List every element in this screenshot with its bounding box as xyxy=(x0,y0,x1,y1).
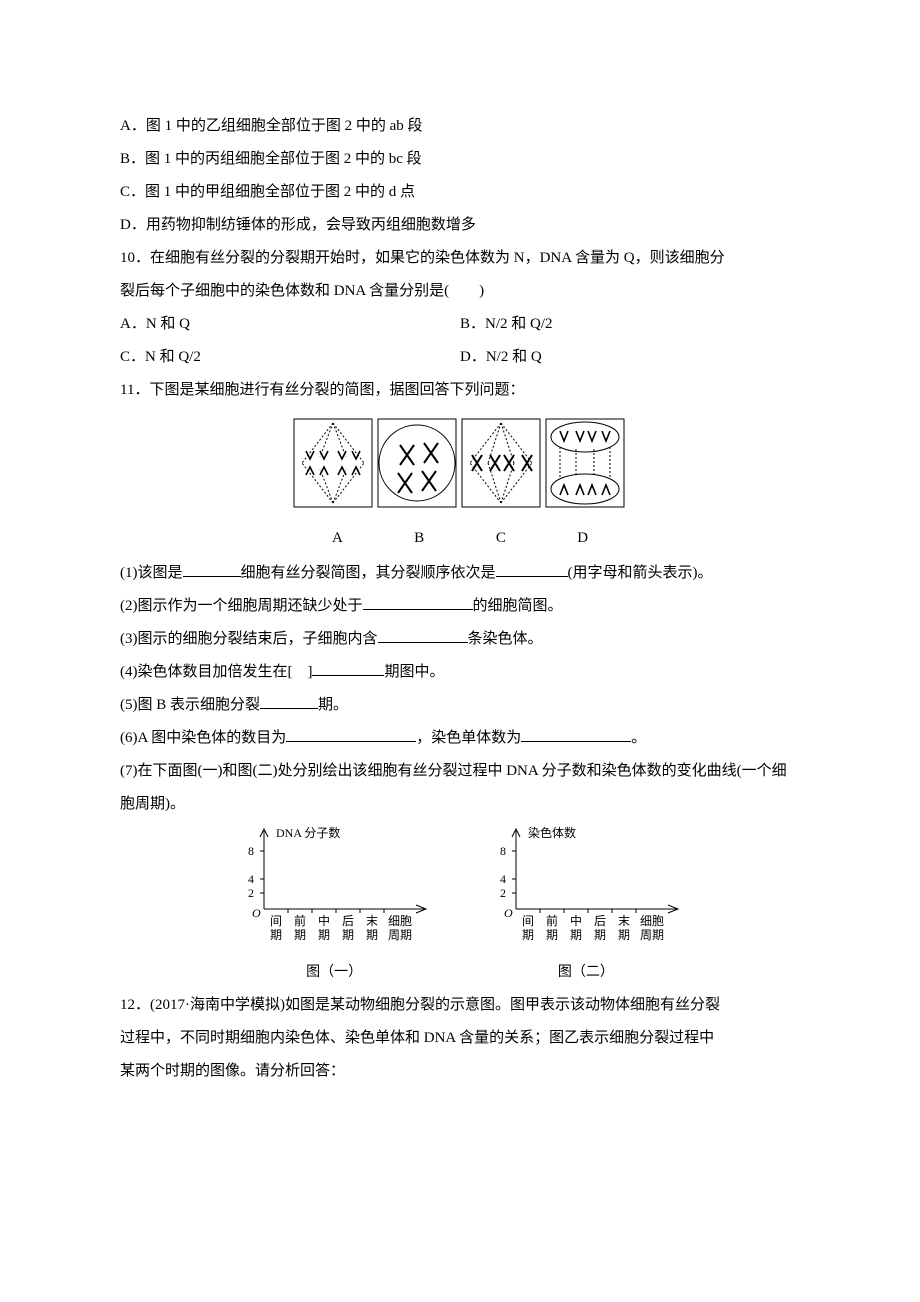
chart-1: DNA 分子数 8 4 2 O xyxy=(234,825,434,989)
q11-1a: (1)该图是 xyxy=(120,565,183,581)
q10-stem-1: 10．在细胞有丝分裂的分裂期开始时，如果它的染色体数为 N，DNA 含量为 Q，… xyxy=(120,242,800,275)
q12-l1: 12．(2017·海南中学模拟)如图是某动物细胞分裂的示意图。图甲表示该动物体细… xyxy=(120,989,800,1022)
svg-text:期: 期 xyxy=(294,928,306,942)
q11-6a: (6)A 图中染色体的数目为 xyxy=(120,730,286,746)
charts-row: DNA 分子数 8 4 2 O xyxy=(120,825,800,989)
q12-l2: 过程中，不同时期细胞内染色体、染色单体和 DNA 含量的关系；图乙表示细胞分裂过… xyxy=(120,1022,800,1055)
fig-label-c: C xyxy=(462,522,540,555)
svg-text:期: 期 xyxy=(546,928,558,942)
q11-3b: 条染色体。 xyxy=(468,631,543,647)
opt-a: A．图 1 中的乙组细胞全部位于图 2 中的 ab 段 xyxy=(120,110,800,143)
q11-5a: (5)图 B 表示细胞分裂 xyxy=(120,697,260,713)
svg-text:期: 期 xyxy=(342,928,354,942)
q10-opt-d: D．N/2 和 Q xyxy=(460,341,800,374)
svg-text:2: 2 xyxy=(248,886,254,900)
svg-text:细胞: 细胞 xyxy=(388,914,412,928)
blank xyxy=(363,594,473,610)
q10-opt-b: B．N/2 和 Q/2 xyxy=(460,308,800,341)
svg-text:末: 末 xyxy=(618,914,630,928)
svg-text:O: O xyxy=(252,906,261,920)
svg-text:期: 期 xyxy=(366,928,378,942)
svg-text:间: 间 xyxy=(522,914,534,928)
svg-text:期: 期 xyxy=(522,928,534,942)
q11-4a: (4)染色体数目加倍发生在[ ] xyxy=(120,664,312,680)
blank xyxy=(496,561,568,577)
svg-text:前: 前 xyxy=(294,913,306,928)
mitosis-figures xyxy=(120,415,800,524)
chart-2: 染色体数 8 4 2 O xyxy=(486,825,686,989)
q11-4: (4)染色体数目加倍发生在[ ] 期图中。 xyxy=(120,656,800,689)
svg-text:期: 期 xyxy=(594,928,606,942)
q10-opt-c: C．N 和 Q/2 xyxy=(120,341,460,374)
q12-l3: 某两个时期的图像。请分析回答： xyxy=(120,1055,800,1088)
mitosis-figure-labels: A B C D xyxy=(120,522,800,555)
svg-text:4: 4 xyxy=(248,872,254,886)
q11-1: (1)该图是 细胞有丝分裂简图，其分裂顺序依次是 (用字母和箭头表示)。 xyxy=(120,557,800,590)
svg-text:细胞: 细胞 xyxy=(640,914,664,928)
q11-2b: 的细胞简图。 xyxy=(473,598,563,614)
svg-text:后: 后 xyxy=(342,914,354,928)
blank xyxy=(378,627,468,643)
chart2-caption: 图（二） xyxy=(486,958,686,989)
q11-5b: 期。 xyxy=(318,697,348,713)
q10-stem-2: 裂后每个子细胞中的染色体数和 DNA 含量分别是( ) xyxy=(120,275,800,308)
svg-text:周期: 周期 xyxy=(388,928,412,942)
chart2-ylabel: 染色体数 xyxy=(528,825,576,840)
opt-c: C．图 1 中的甲组细胞全部位于图 2 中的 d 点 xyxy=(120,176,800,209)
svg-text:期: 期 xyxy=(318,928,330,942)
q11-5: (5)图 B 表示细胞分裂 期。 xyxy=(120,689,800,722)
q10-opt-a: A．N 和 Q xyxy=(120,308,460,341)
q10-row-cd: C．N 和 Q/2 D．N/2 和 Q xyxy=(120,341,800,374)
q11-7: (7)在下面图(一)和图(二)处分别绘出该细胞有丝分裂过程中 DNA 分子数和染… xyxy=(120,755,800,821)
svg-text:期: 期 xyxy=(618,928,630,942)
svg-text:8: 8 xyxy=(500,844,506,858)
opt-d: D．用药物抑制纺锤体的形成，会导致丙组细胞数增多 xyxy=(120,209,800,242)
svg-text:2: 2 xyxy=(500,886,506,900)
q11-6: (6)A 图中染色体的数目为 ，染色单体数为 。 xyxy=(120,722,800,755)
svg-text:末: 末 xyxy=(366,914,378,928)
svg-text:期: 期 xyxy=(270,928,282,942)
q11-3a: (3)图示的细胞分裂结束后，子细胞内含 xyxy=(120,631,378,647)
svg-text:8: 8 xyxy=(248,844,254,858)
q11-4b: 期图中。 xyxy=(384,664,444,680)
svg-text:中: 中 xyxy=(570,913,582,928)
blank xyxy=(312,660,384,676)
q11-stem: 11．下图是某细胞进行有丝分裂的简图，据图回答下列问题： xyxy=(120,374,800,407)
q11-2: (2)图示作为一个细胞周期还缺少处于 的细胞简图。 xyxy=(120,590,800,623)
q11-6c: 。 xyxy=(631,730,646,746)
q10-row-ab: A．N 和 Q B．N/2 和 Q/2 xyxy=(120,308,800,341)
svg-text:4: 4 xyxy=(500,872,506,886)
opt-b: B．图 1 中的丙组细胞全部位于图 2 中的 bc 段 xyxy=(120,143,800,176)
q11-1b: 细胞有丝分裂简图，其分裂顺序依次是 xyxy=(241,565,496,581)
svg-text:后: 后 xyxy=(594,914,606,928)
blank xyxy=(183,561,241,577)
q11-6b: ，染色单体数为 xyxy=(416,730,521,746)
fig-label-a: A xyxy=(298,522,376,555)
chart1-caption: 图（一） xyxy=(234,958,434,989)
svg-text:周期: 周期 xyxy=(640,928,664,942)
svg-text:O: O xyxy=(504,906,513,920)
svg-text:前: 前 xyxy=(546,913,558,928)
chart1-ylabel: DNA 分子数 xyxy=(276,825,340,840)
q11-1c: (用字母和箭头表示)。 xyxy=(568,565,713,581)
svg-text:间: 间 xyxy=(270,914,282,928)
blank xyxy=(260,693,318,709)
exam-page: A．图 1 中的乙组细胞全部位于图 2 中的 ab 段 B．图 1 中的丙组细胞… xyxy=(0,0,920,1188)
svg-text:中: 中 xyxy=(318,913,330,928)
fig-label-d: D xyxy=(544,522,622,555)
blank xyxy=(286,726,416,742)
fig-label-b: B xyxy=(380,522,458,555)
blank xyxy=(521,726,631,742)
q11-3: (3)图示的细胞分裂结束后，子细胞内含 条染色体。 xyxy=(120,623,800,656)
q11-2a: (2)图示作为一个细胞周期还缺少处于 xyxy=(120,598,363,614)
svg-text:期: 期 xyxy=(570,928,582,942)
